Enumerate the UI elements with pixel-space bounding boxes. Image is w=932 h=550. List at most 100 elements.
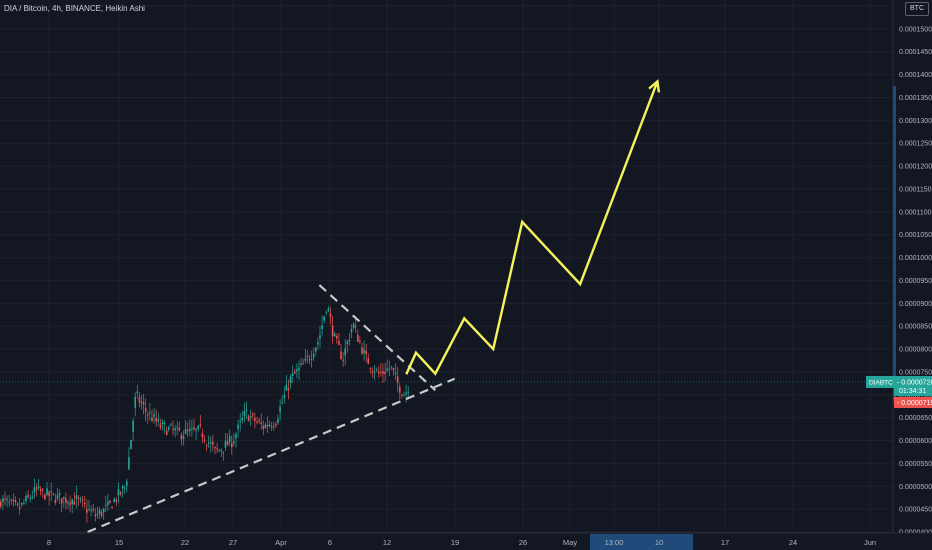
candle-body: [149, 412, 151, 414]
candle-body: [233, 441, 235, 443]
candle-body: [94, 514, 97, 517]
candle-body: [365, 350, 367, 354]
candle-body: [363, 349, 365, 354]
candle-body: [25, 496, 27, 502]
candle-body: [157, 419, 160, 422]
candle-body: [140, 401, 143, 404]
candle-body: [384, 372, 386, 374]
candle-body: [21, 502, 23, 505]
candle-body: [165, 430, 168, 436]
candle-up: [197, 425, 199, 432]
candle-up: [285, 374, 288, 392]
candle-body: [191, 428, 193, 430]
candle-down: [384, 362, 386, 382]
candle-down: [226, 433, 229, 446]
candle-up: [58, 489, 61, 504]
candle-body: [2, 498, 4, 503]
candle-up: [407, 386, 409, 399]
candle-body: [262, 426, 265, 429]
candle-body: [354, 326, 357, 328]
candle-body: [245, 409, 248, 411]
candle-body: [168, 427, 170, 430]
candle-body: [302, 363, 304, 365]
candle-body: [115, 499, 118, 502]
candle-up: [373, 365, 376, 381]
candle-body: [392, 367, 395, 371]
candle-down: [52, 493, 55, 496]
candle-down: [199, 414, 202, 429]
candle-down: [262, 420, 265, 436]
candle-up: [346, 339, 349, 353]
candle-up: [117, 482, 120, 504]
candle-up: [136, 384, 139, 399]
candle-body: [300, 363, 302, 365]
candle-up: [8, 494, 10, 507]
candle-up: [176, 420, 178, 436]
candle-body: [275, 424, 277, 426]
candle-body: [369, 367, 372, 369]
candle-body: [287, 388, 290, 391]
candle-body: [220, 450, 223, 452]
candle-body: [394, 372, 397, 374]
time-tick-label: 8: [47, 538, 51, 547]
candle-up: [189, 419, 191, 437]
candle-up: [317, 337, 319, 350]
candle-down: [382, 363, 384, 384]
candle-up: [315, 346, 317, 356]
candle-body: [195, 429, 197, 431]
candle-up: [168, 425, 170, 432]
candle-up: [281, 395, 283, 405]
candle-down: [401, 393, 403, 399]
price-tick-label: 0.0000600: [899, 438, 932, 445]
candle-body: [119, 491, 122, 494]
candle-up: [207, 435, 210, 448]
time-tick-label: 17: [721, 538, 729, 547]
candle-up: [128, 447, 130, 471]
candle-body: [197, 425, 199, 430]
candle-body: [189, 428, 191, 432]
candle-body: [352, 323, 355, 328]
candle-up: [153, 407, 155, 424]
candle-down: [69, 495, 71, 513]
candle-up: [289, 374, 292, 389]
candle-up: [126, 478, 128, 493]
candle-body: [77, 497, 80, 499]
candle-down: [308, 354, 311, 365]
candle-up: [21, 502, 23, 508]
candle-up: [348, 332, 351, 346]
candle-body: [96, 514, 99, 516]
candle-up: [218, 449, 220, 452]
currency-button[interactable]: BTC: [905, 2, 929, 16]
price-tick-label: 0.0001300: [899, 118, 932, 125]
candle-up: [239, 413, 241, 432]
candle-down: [42, 487, 44, 498]
candle-body: [203, 439, 206, 442]
candle-down: [138, 392, 141, 408]
candle-down: [159, 418, 162, 431]
candle-down: [54, 493, 57, 506]
candle-body: [159, 424, 162, 428]
drawing-annotations: [87, 79, 661, 534]
candle-body: [0, 501, 2, 507]
candle-up: [161, 418, 164, 431]
candle-down: [247, 414, 250, 422]
candle-up: [245, 401, 248, 419]
candle-body: [361, 347, 363, 354]
candle-down: [165, 426, 168, 436]
candle-down: [86, 499, 88, 523]
candle-body: [289, 376, 292, 384]
price-tick-label: 0.0000800: [899, 347, 932, 354]
candle-up: [56, 487, 59, 502]
candle-up: [210, 436, 212, 453]
candle-down: [94, 507, 97, 522]
candle-up: [321, 315, 323, 336]
symbol-badge-bg: [866, 375, 894, 388]
candle-body: [73, 501, 76, 505]
projection-path: [405, 81, 659, 376]
time-tick-label: 22: [181, 538, 189, 547]
projection-arrowhead: [648, 79, 661, 93]
candle-body: [371, 371, 374, 373]
candle-body: [367, 358, 370, 365]
candle-up: [2, 494, 4, 510]
